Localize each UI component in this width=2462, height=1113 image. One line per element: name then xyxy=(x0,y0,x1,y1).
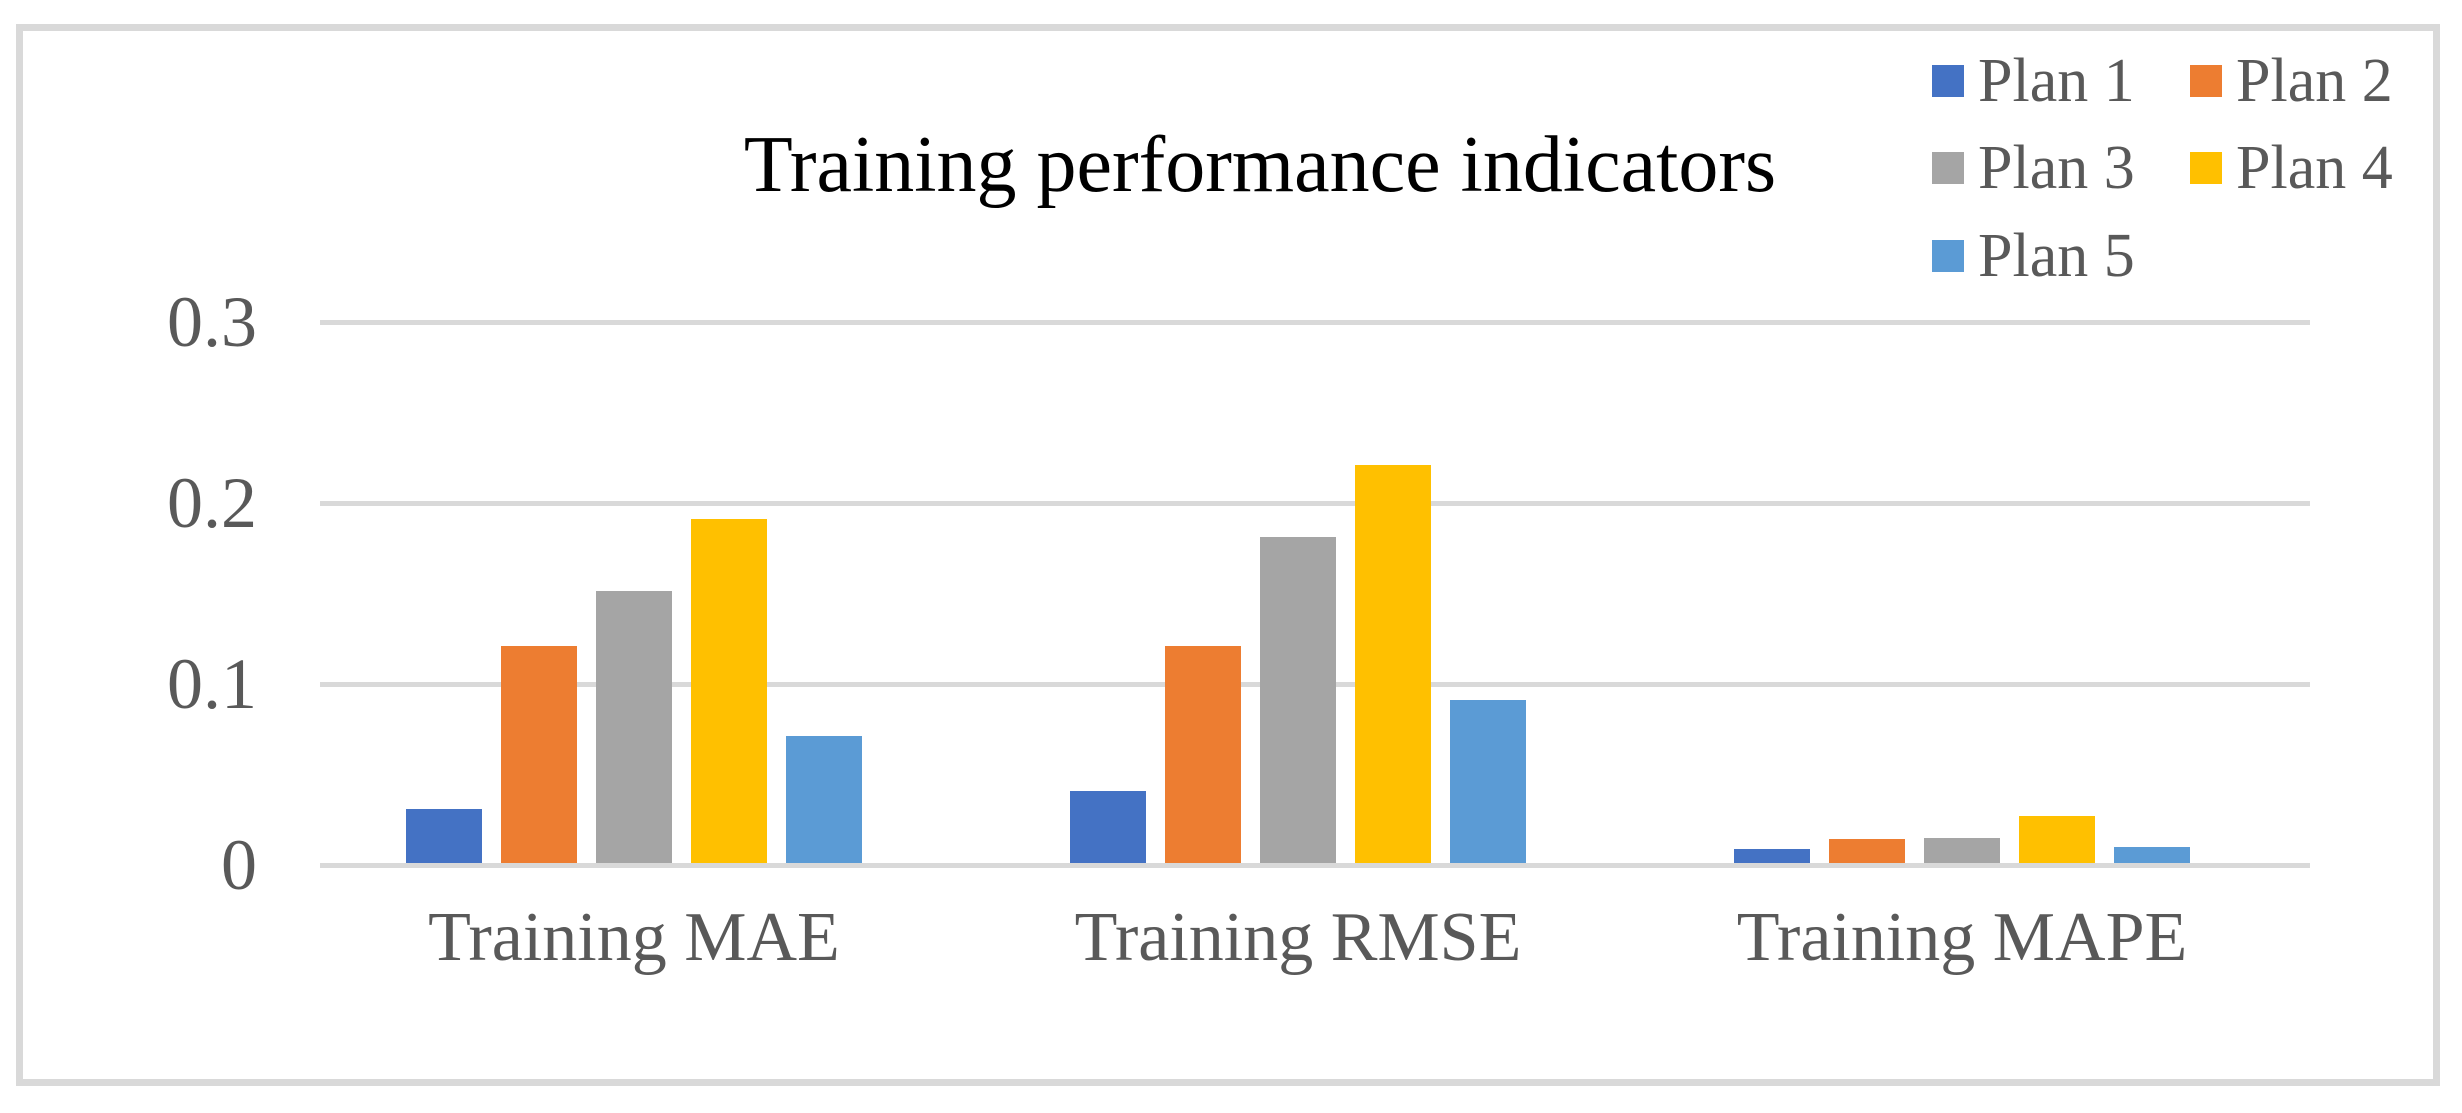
legend-label-plan-3: Plan 3 xyxy=(1978,134,2135,202)
gridline-0.3 xyxy=(320,320,2310,325)
bar-plan-2-training-mape xyxy=(1829,839,1905,863)
legend-label-plan-2: Plan 2 xyxy=(2236,47,2393,115)
legend-swatch-plan-5 xyxy=(1932,240,1964,272)
y-tick-label-0.1: 0.1 xyxy=(167,644,257,724)
gridline-0 xyxy=(320,863,2310,868)
legend-swatch-plan-1 xyxy=(1932,65,1964,97)
bar-plan-1-training-rmse xyxy=(1070,791,1146,863)
bar-plan-3-training-mae xyxy=(596,591,672,863)
legend-swatch-plan-2 xyxy=(2190,65,2222,97)
legend-entry-plan-4: Plan 4 xyxy=(2190,133,2393,203)
bar-plan-2-training-rmse xyxy=(1165,646,1241,863)
bar-plan-1-training-mape xyxy=(1734,849,1810,863)
bar-plan-4-training-mae xyxy=(691,519,767,863)
y-tick-label-0.2: 0.2 xyxy=(167,463,257,543)
gridline-0.2 xyxy=(320,501,2310,506)
legend-label-plan-5: Plan 5 xyxy=(1978,222,2135,290)
legend-label-plan-4: Plan 4 xyxy=(2236,134,2393,202)
bar-plan-1-training-mae xyxy=(406,809,482,863)
bar-plan-3-training-mape xyxy=(1924,838,2000,863)
y-tick-label-0.3: 0.3 xyxy=(167,282,257,362)
legend-entry-plan-2: Plan 2 xyxy=(2190,46,2393,116)
bar-plan-5-training-mape xyxy=(2114,847,2190,863)
x-axis-label-training-mae: Training MAE xyxy=(428,899,840,976)
legend-entry-plan-5: Plan 5 xyxy=(1932,221,2135,291)
legend-label-plan-1: Plan 1 xyxy=(1978,47,2135,115)
x-axis-label-training-rmse: Training RMSE xyxy=(1074,899,1522,976)
bar-plan-5-training-rmse xyxy=(1450,700,1526,863)
legend-swatch-plan-4 xyxy=(2190,152,2222,184)
legend-entry-plan-1: Plan 1 xyxy=(1932,46,2135,116)
bar-plan-5-training-mae xyxy=(786,736,862,863)
legend-entry-plan-3: Plan 3 xyxy=(1932,133,2135,203)
chart-frame xyxy=(16,24,2440,1086)
bar-plan-4-training-mape xyxy=(2019,816,2095,863)
bar-plan-3-training-rmse xyxy=(1260,537,1336,863)
x-axis-label-training-mape: Training MAPE xyxy=(1736,899,2188,976)
bar-plan-2-training-mae xyxy=(501,646,577,863)
chart-title: Training performance indicators xyxy=(743,121,1777,209)
bar-plan-4-training-rmse xyxy=(1355,465,1431,863)
legend-swatch-plan-3 xyxy=(1932,152,1964,184)
y-tick-label-0: 0 xyxy=(221,825,257,905)
plot-area xyxy=(320,320,2310,868)
